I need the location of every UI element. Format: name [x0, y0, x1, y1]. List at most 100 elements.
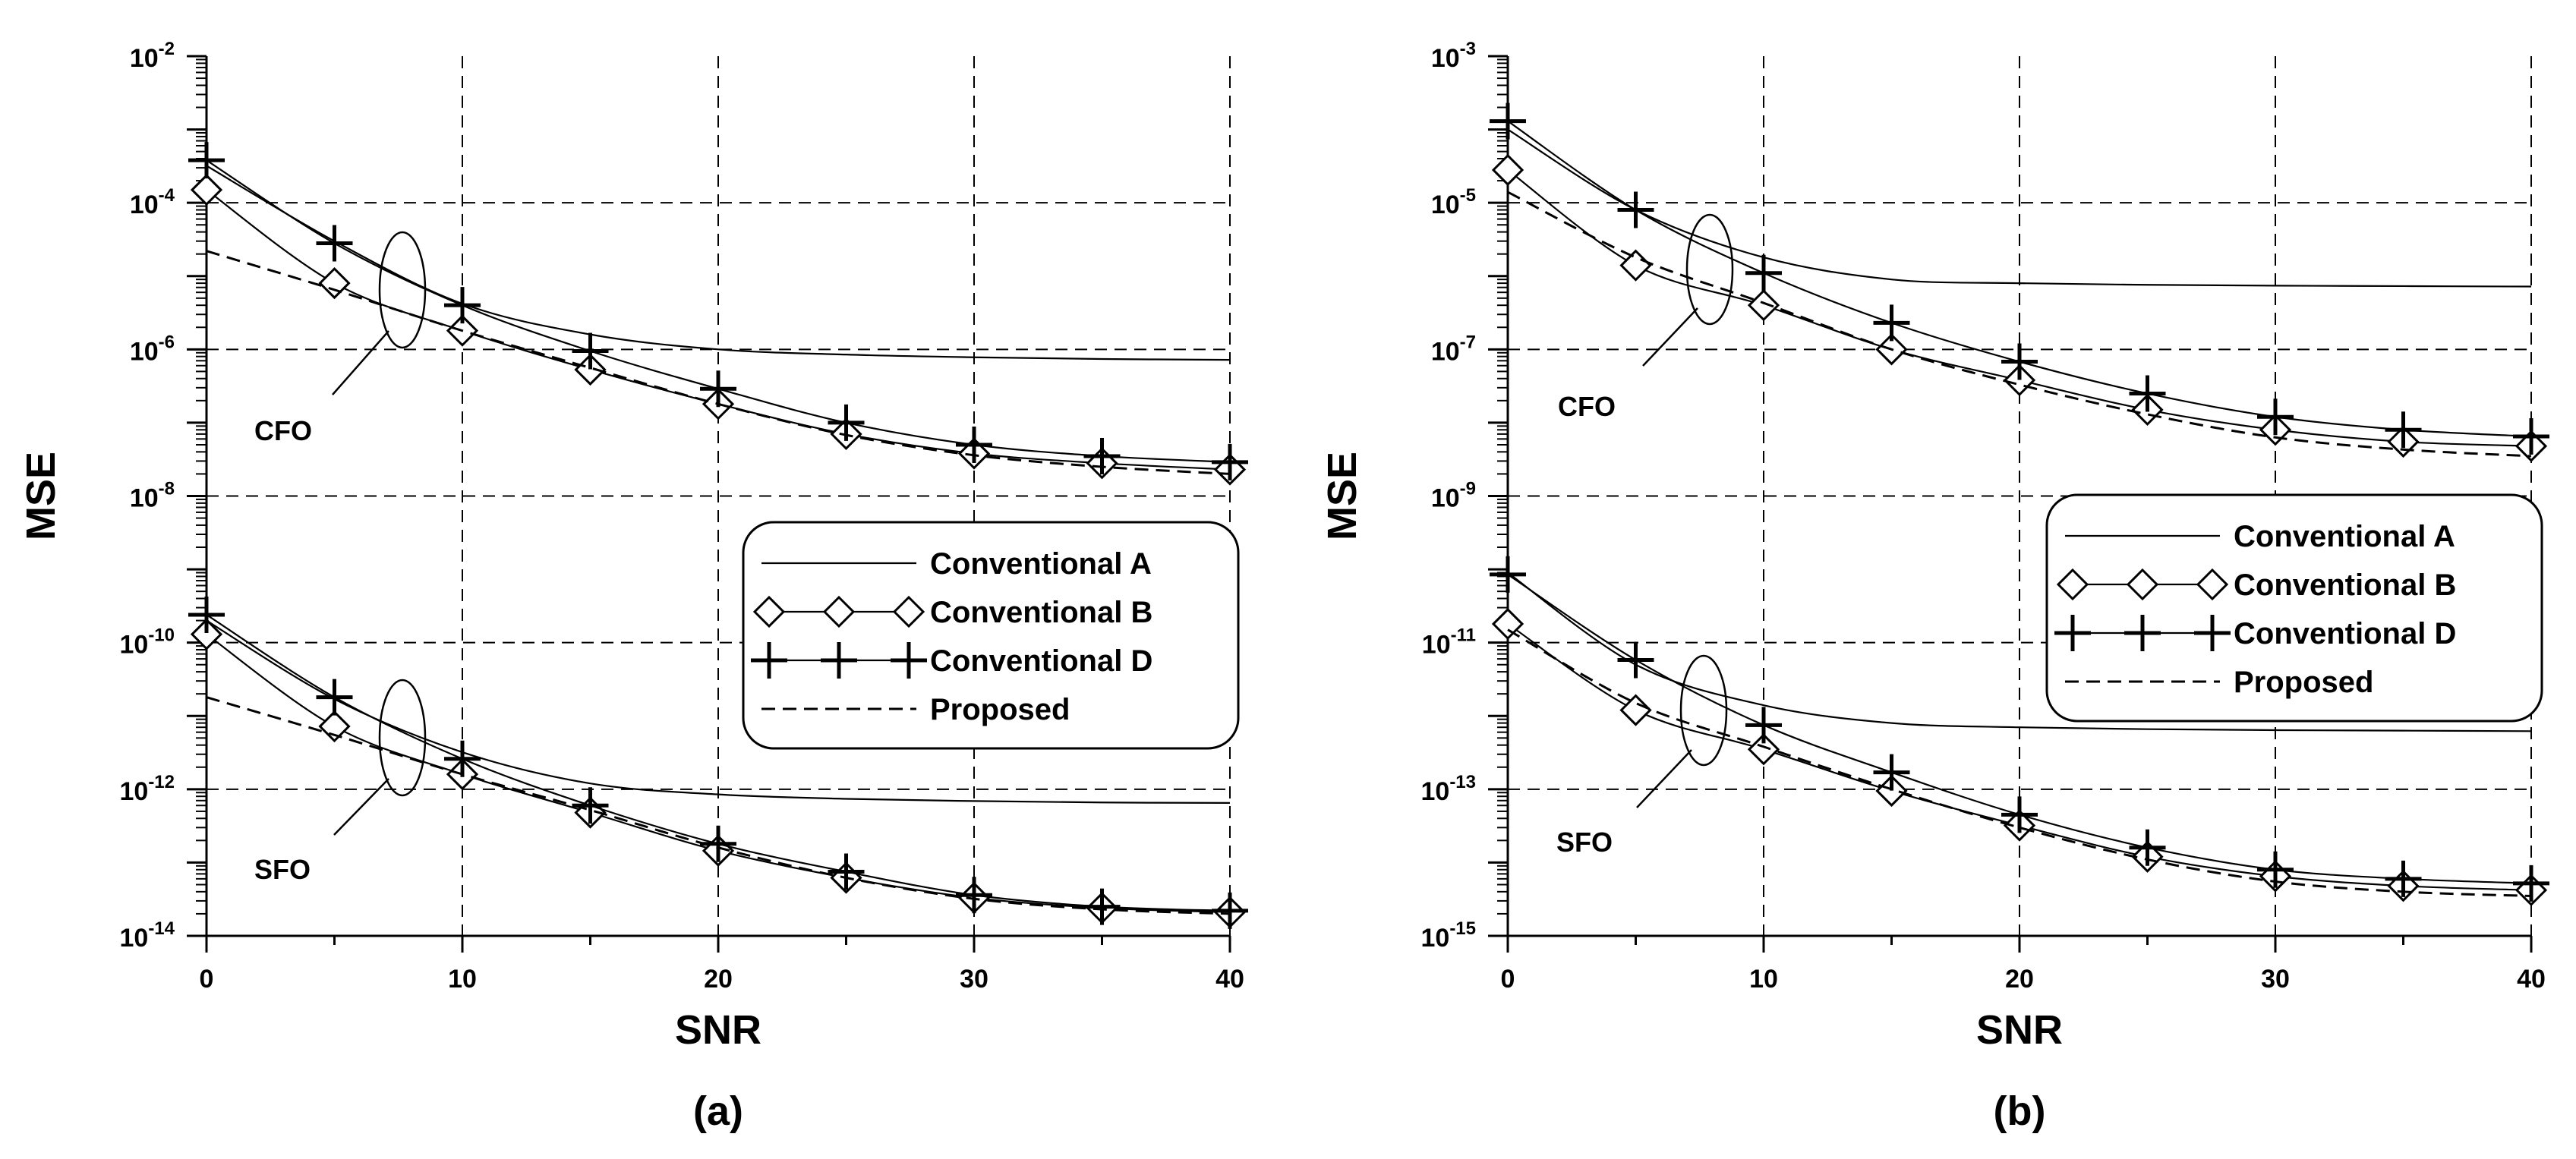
data-point-plus [444, 287, 481, 324]
data-point-plus [1617, 191, 1654, 228]
data-point-plus [700, 370, 736, 408]
y-tick-label: 10-3 [1431, 39, 1476, 73]
annotation-leader [1636, 749, 1692, 808]
data-point-plus [316, 225, 353, 262]
legend-entry: Proposed [761, 693, 1070, 726]
annotation-cfo: CFO [1558, 213, 1734, 422]
data-point-diamond [318, 710, 351, 743]
data-point-plus [956, 877, 992, 914]
data-point-diamond [1747, 733, 1780, 766]
data-point-plus [2257, 398, 2294, 436]
annotation-leader [333, 778, 389, 836]
y-tick-label: 10-15 [1420, 918, 1476, 953]
annotation-sfo: SFO [254, 679, 427, 885]
data-point-plus [1873, 304, 1910, 342]
legend-entry: Proposed [2065, 666, 2373, 699]
y-tick-label: 10-2 [130, 39, 175, 73]
legend-marker-plus [2124, 615, 2161, 651]
series-sfo-conventional-a [1507, 572, 2532, 732]
series-cfo-proposed [206, 250, 1231, 475]
annotation-ellipse [378, 231, 427, 349]
y-tick-label: 10-9 [1431, 479, 1476, 513]
series-cfo-conventional-d [1490, 102, 2549, 455]
y-tick-label: 10-14 [119, 918, 175, 953]
x-tick-label: 30 [2261, 965, 2290, 994]
x-tick-label: 20 [2005, 965, 2034, 994]
annotation-cfo: CFO [254, 231, 427, 446]
y-tick-label: 10-11 [1422, 625, 1476, 660]
data-point-plus [2001, 796, 2038, 833]
y-tick-label: 10-6 [130, 332, 175, 366]
legend-label: Conventional A [2234, 520, 2455, 553]
data-point-plus [1490, 556, 1526, 593]
x-axis [1506, 934, 2533, 953]
data-point-diamond [190, 618, 223, 650]
legend: Conventional A Conventional B Conventional… [742, 521, 1240, 750]
y-tick-label: 10-10 [119, 625, 175, 660]
x-tick-label: 20 [704, 965, 733, 994]
series-cfo-conventional-a [1507, 128, 2532, 288]
legend-marker-diamond [2056, 568, 2089, 601]
x-tick-label: 10 [448, 965, 477, 994]
annotation-label: SFO [1556, 827, 1613, 858]
data-point-plus [1617, 641, 1654, 679]
data-point-plus [2513, 865, 2549, 902]
legend: Conventional A Conventional B Conventional… [2045, 493, 2543, 723]
series-line [1507, 572, 2532, 732]
legend-marker-diamond [2196, 568, 2229, 601]
series-cfo-conventional-a [206, 165, 1231, 361]
y-tick-label: 10-12 [119, 772, 175, 806]
y-axis-title: MSE [1320, 452, 1365, 540]
legend-entry: Conventional A [761, 547, 1152, 581]
series-line [1507, 128, 2532, 288]
data-point-plus [444, 740, 481, 777]
legend-box [742, 521, 1240, 750]
legend-box [2045, 493, 2543, 723]
legend-label: Proposed [2234, 666, 2373, 699]
legend-entry: Conventional A [2065, 520, 2455, 553]
data-point-diamond [1491, 153, 1524, 187]
annotation-leader [1642, 307, 1698, 367]
x-tick-label: 40 [2517, 965, 2546, 994]
data-point-diamond [1491, 607, 1524, 641]
legend-label: Conventional D [930, 644, 1152, 678]
annotation-ellipse [1679, 654, 1728, 767]
grid [207, 56, 1231, 937]
data-point-plus [1490, 102, 1526, 140]
y-axis-title: MSE [18, 452, 64, 540]
x-axis [205, 934, 1231, 953]
data-point-diamond [1619, 694, 1652, 726]
data-point-plus [1212, 892, 1248, 929]
annotation-ellipse [1685, 213, 1734, 326]
legend-label: Conventional D [2234, 617, 2456, 650]
y-tick-label: 10-4 [130, 185, 175, 219]
series-sfo-conventional-d [1490, 556, 2549, 902]
panel-label: (a) [693, 1088, 743, 1134]
data-point-plus [2385, 411, 2422, 449]
chart-panel-b: 0 10 20 30 40 10-3 10-5 10-7 10-9 10-11 10-13 10-15… [1320, 39, 2549, 1134]
legend-entry: Conventional B [752, 595, 1152, 629]
x-tick-label: 40 [1215, 965, 1244, 994]
data-point-plus [572, 332, 609, 370]
data-point-diamond [1747, 289, 1780, 322]
legend-entry: Conventional D [2054, 615, 2456, 651]
y-tick-label: 10-13 [1420, 772, 1476, 806]
y-tick-label: 10-5 [1431, 185, 1476, 219]
legend-label: Proposed [930, 693, 1070, 726]
data-point-diamond [2003, 364, 2036, 397]
x-axis-title: SNR [1976, 1007, 2063, 1053]
series-line [206, 189, 1231, 471]
legend-entry: Conventional B [2056, 568, 2456, 602]
data-point-plus [2129, 375, 2166, 412]
legend-marker-diamond [752, 595, 786, 628]
x-tick-label: 30 [960, 965, 988, 994]
series-sfo-proposed [1507, 628, 2532, 897]
data-point-plus [2513, 417, 2549, 455]
data-point-plus [1083, 888, 1121, 925]
legend-label: Conventional B [2234, 568, 2456, 602]
legend-marker-diamond [822, 595, 856, 628]
legend-marker-plus [891, 642, 927, 679]
x-tick-label: 10 [1749, 965, 1778, 994]
data-point-plus [1212, 443, 1248, 480]
series-line [206, 165, 1231, 361]
